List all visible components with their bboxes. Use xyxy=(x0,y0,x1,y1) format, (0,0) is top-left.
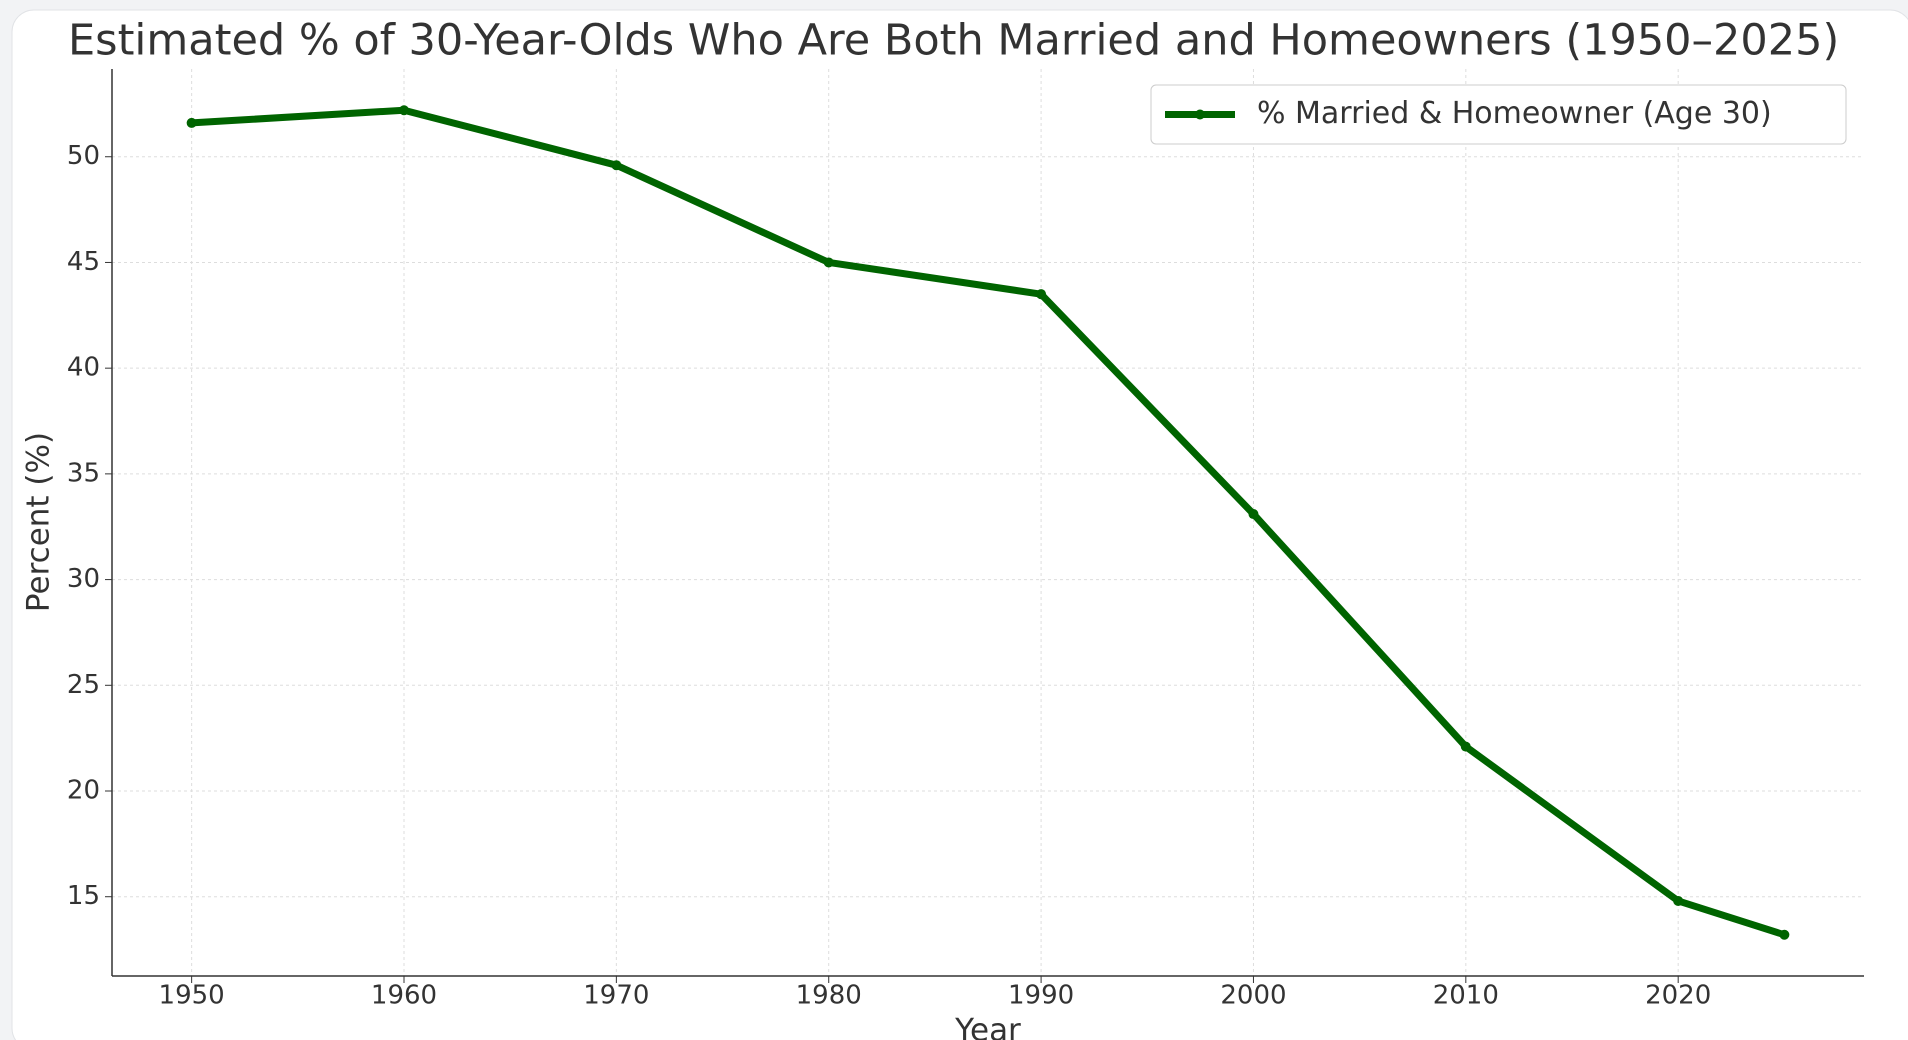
y-tick-label: 40 xyxy=(67,353,100,383)
chart-title: Estimated % of 30-Year-Olds Who Are Both… xyxy=(68,16,1839,66)
x-tick-label: 1980 xyxy=(796,981,862,1011)
y-tick-label: 20 xyxy=(67,776,100,806)
data-point xyxy=(1036,289,1047,300)
y-tick-label: 15 xyxy=(67,881,100,911)
data-point xyxy=(1673,895,1684,906)
y-tick-label: 45 xyxy=(67,247,100,277)
legend-box xyxy=(1150,84,1847,145)
data-point xyxy=(823,257,834,268)
data-point xyxy=(1460,741,1471,752)
x-tick-label: 2020 xyxy=(1645,981,1711,1011)
y-tick-label: 35 xyxy=(67,458,100,488)
data-point xyxy=(186,117,197,128)
data-point xyxy=(1248,509,1259,520)
y-tick-label: 25 xyxy=(67,670,100,700)
x-tick-label: 1970 xyxy=(583,981,649,1011)
data-point xyxy=(399,105,409,116)
card xyxy=(11,9,1908,1040)
data-point xyxy=(611,160,622,171)
legend-marker xyxy=(1195,109,1205,120)
legend-label: % Married & Homeowner (Age 30) xyxy=(1257,96,1772,131)
x-axis-label: Year xyxy=(954,1013,1021,1040)
x-tick-label: 2000 xyxy=(1220,981,1286,1011)
y-axis-label: Percent (%) xyxy=(21,432,57,612)
x-tick-label: 1950 xyxy=(159,981,225,1011)
y-tick-label: 30 xyxy=(67,564,100,594)
x-tick-label: 1990 xyxy=(1008,981,1074,1011)
y-tick-label: 50 xyxy=(67,141,100,171)
x-tick-label: 2010 xyxy=(1433,981,1499,1011)
x-tick-label: 1960 xyxy=(371,981,437,1011)
data-point xyxy=(1779,929,1790,940)
